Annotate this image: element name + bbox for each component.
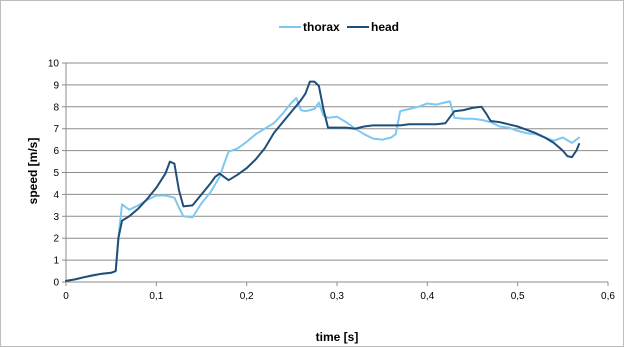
series-lines: [65, 80, 581, 282]
x-tick-label: 0,2: [240, 291, 254, 302]
y-tick-label: 7: [53, 124, 59, 135]
x-tick-label: 0,6: [601, 291, 615, 302]
x-tick-label: 0,1: [149, 291, 163, 302]
x-tick-label: 0: [63, 291, 69, 302]
x-tick-label: 0,4: [420, 291, 434, 302]
legend-label-head: head: [371, 20, 399, 34]
axes: 0 1 2 3 4 5 6 7 8 9 10 0 0,1 0,2 0,3 0,4 0,5 0,6: [48, 59, 616, 303]
y-tick-label: 10: [48, 59, 60, 70]
series-line-head: [65, 80, 581, 282]
y-tick-label: 5: [53, 168, 59, 179]
y-tick-label: 1: [53, 256, 59, 267]
legend: thorax head: [279, 20, 399, 34]
series-line-thorax: [65, 97, 581, 282]
x-axis-title: time [s]: [316, 330, 359, 344]
y-tick-label: 0: [53, 278, 59, 289]
x-tick-label: 0,5: [511, 291, 525, 302]
y-tick-label: 9: [53, 80, 59, 91]
legend-label-thorax: thorax: [303, 20, 340, 34]
x-tick-label: 0,3: [330, 291, 344, 302]
y-tick-label: 8: [53, 102, 59, 113]
gridlines: [66, 62, 608, 261]
y-tick-label: 6: [53, 146, 59, 157]
y-tick-label: 3: [53, 212, 59, 223]
y-axis-title: speed [m/s]: [26, 138, 40, 205]
y-tick-label: 2: [53, 234, 59, 245]
y-tick-label: 4: [53, 190, 59, 201]
